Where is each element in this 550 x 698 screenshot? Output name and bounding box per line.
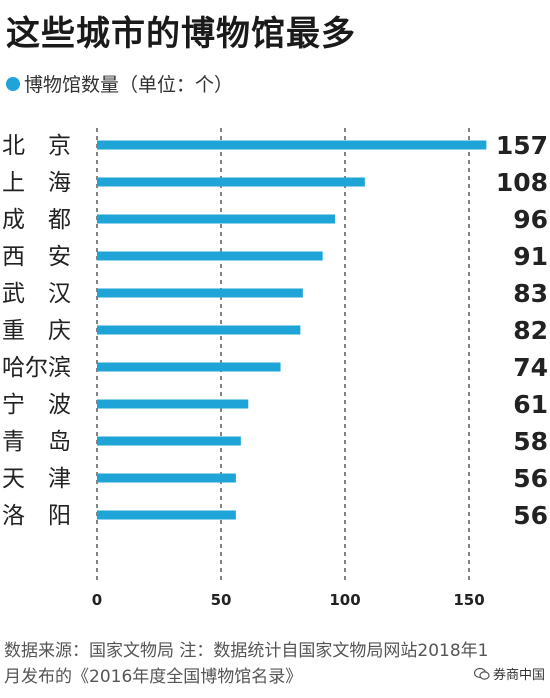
category-label: 哈尔滨	[2, 355, 71, 381]
category-label: 天 津	[2, 466, 71, 492]
source-line-1: 数据来源：国家文物局 注：数据统计自国家文物局网站2018年1	[4, 641, 489, 661]
legend-label: 博物馆数量（单位：个）	[24, 74, 234, 96]
bar	[97, 399, 249, 409]
value-label: 82	[513, 316, 548, 345]
category-label: 重 庆	[2, 318, 71, 344]
wechat-icon	[474, 667, 490, 680]
x-axis-ticks: 0 50 100 150	[92, 591, 485, 609]
value-label: 91	[513, 242, 548, 271]
value-label: 61	[513, 390, 548, 419]
x-tick-label: 100	[329, 591, 360, 609]
category-label: 宁 波	[2, 392, 71, 418]
value-label: 83	[513, 279, 548, 308]
bar	[97, 140, 487, 150]
category-label: 洛 阳	[2, 503, 71, 529]
value-label: 157	[496, 131, 548, 160]
bar	[97, 436, 241, 446]
category-label: 武 汉	[2, 281, 71, 307]
bar	[97, 325, 301, 335]
category-label: 成 都	[2, 207, 71, 233]
category-label: 上 海	[2, 170, 71, 196]
category-label: 青 岛	[2, 429, 71, 455]
value-label: 56	[513, 464, 548, 493]
source-line-2: 月发布的《2016年度全国博物馆名录》	[4, 667, 303, 687]
bar	[97, 251, 323, 261]
value-label: 96	[513, 205, 548, 234]
watermark: 券商中国	[472, 664, 548, 683]
bar	[97, 288, 303, 298]
grid-lines	[96, 128, 470, 580]
value-label: 58	[513, 427, 548, 456]
value-label: 108	[496, 168, 548, 197]
value-labels: 157 108 96 91 83 82 74 61 58 56 56	[496, 131, 548, 530]
category-label: 西 安	[2, 244, 71, 270]
x-tick-label: 50	[211, 591, 232, 609]
bar	[97, 473, 236, 483]
x-tick-label: 150	[453, 591, 484, 609]
bar	[97, 214, 336, 224]
legend: 博物馆数量（单位：个）	[6, 70, 233, 97]
bars	[97, 140, 487, 520]
source-note: 数据来源：国家文物局 注：数据统计自国家文物局网站2018年1 月发布的《201…	[4, 638, 546, 690]
category-label: 北 京	[2, 133, 71, 159]
watermark-text: 券商中国	[493, 668, 546, 683]
bar	[97, 510, 236, 520]
bar	[97, 362, 281, 372]
value-label: 56	[513, 501, 548, 530]
bar	[97, 177, 365, 187]
legend-dot-icon	[6, 76, 20, 91]
x-tick-label: 0	[92, 591, 102, 609]
value-label: 74	[513, 353, 548, 382]
chart-title: 这些城市的博物馆最多	[6, 14, 356, 54]
